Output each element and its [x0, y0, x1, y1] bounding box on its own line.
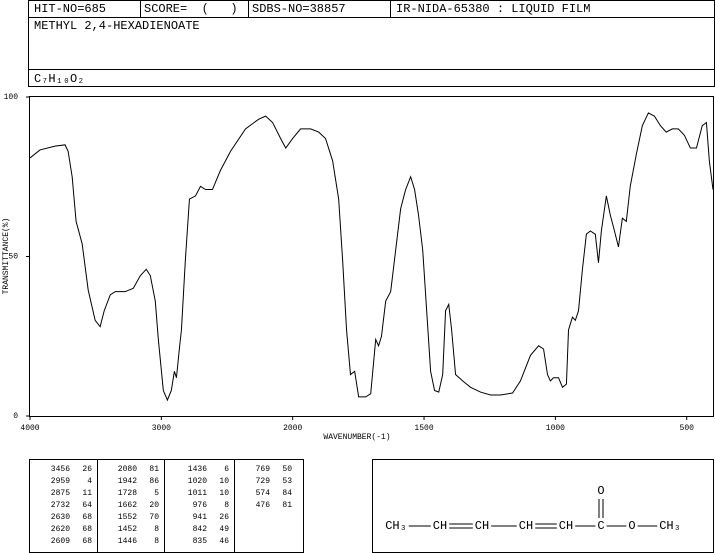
- atom: CH: [475, 519, 489, 533]
- peak-wavenumber: 574: [256, 489, 271, 498]
- peak-transmittance: 8: [154, 525, 159, 534]
- peak-transmittance: 53: [282, 477, 292, 486]
- peak-transmittance: 11: [82, 489, 92, 498]
- peak-wavenumber: 2732: [51, 501, 70, 510]
- plot-frame: [29, 96, 714, 417]
- sdbs-no: SDBS-NO=38857: [252, 2, 346, 16]
- x-tick-label: 1000: [546, 424, 565, 433]
- atom: CH₃: [659, 519, 681, 533]
- atom: CH: [433, 519, 447, 533]
- method: IR-NIDA-65380 : LIQUID FILM: [396, 2, 590, 16]
- peak-transmittance: 68: [82, 525, 92, 534]
- header-box: [28, 0, 715, 18]
- peak-transmittance: 81: [149, 465, 159, 474]
- peak-wavenumber: 729: [256, 477, 271, 486]
- structure: CH₃ CH CH CH CH C O CH₃ O: [385, 484, 681, 533]
- peak-wavenumber: 3456: [51, 465, 70, 474]
- spectrum-line: [29, 112, 714, 402]
- formula-box: [28, 69, 715, 87]
- peak-transmittance: 84: [282, 489, 292, 498]
- hit-no: HIT-NO=685: [34, 2, 106, 16]
- peak-wavenumber: 842: [193, 525, 208, 534]
- peak-transmittance: 81: [282, 501, 292, 510]
- peak-transmittance: 10: [219, 489, 229, 498]
- peak-wavenumber: 2630: [51, 513, 70, 522]
- x-axis-label: WAVENUMBER(-1): [323, 433, 390, 442]
- compound-name: METHYL 2,4-HEXADIENOATE: [34, 19, 200, 33]
- peak-wavenumber: 1436: [188, 465, 207, 474]
- peak-wavenumber: 2620: [51, 525, 70, 534]
- x-tick-label: 500: [680, 424, 695, 433]
- y-axis-label: TRANSMITTANCE(%): [2, 218, 11, 295]
- y-tick-label: 0: [13, 412, 18, 421]
- peak-transmittance: 46: [219, 537, 229, 546]
- atom: CH: [559, 519, 573, 533]
- formula: C₇H₁₀O₂: [34, 72, 84, 86]
- peak-transmittance: 64: [82, 501, 92, 510]
- y-tick-label: 50: [8, 253, 18, 262]
- peak-transmittance: 70: [149, 513, 159, 522]
- x-tick-label: 2000: [283, 424, 302, 433]
- peak-transmittance: 68: [82, 537, 92, 546]
- peak-wavenumber: 2080: [118, 465, 137, 474]
- peak-wavenumber: 976: [193, 501, 208, 510]
- atom: C: [597, 519, 604, 533]
- plot: 4000 3000 2000 1500 1000 500 0 50 100: [4, 93, 714, 433]
- x-tick-label: 1500: [414, 424, 433, 433]
- peak-transmittance: 5: [154, 489, 159, 498]
- atom: O: [628, 519, 635, 533]
- peak-wavenumber: 769: [256, 465, 271, 474]
- atom: CH: [519, 519, 533, 533]
- peak-wavenumber: 1728: [118, 489, 137, 498]
- peak-transmittance: 20: [149, 501, 159, 510]
- peak-wavenumber: 1662: [118, 501, 137, 510]
- peak-wavenumber: 2609: [51, 537, 70, 546]
- peak-wavenumber: 1020: [188, 477, 207, 486]
- peak-wavenumber: 2875: [51, 489, 70, 498]
- peak-transmittance: 4: [87, 477, 92, 486]
- peak-transmittance: 8: [154, 537, 159, 546]
- peak-wavenumber: 476: [256, 501, 271, 510]
- peak-wavenumber: 1452: [118, 525, 137, 534]
- peak-wavenumber: 1942: [118, 477, 137, 486]
- peak-transmittance: 49: [219, 525, 229, 534]
- atom: CH₃: [385, 519, 407, 533]
- peak-transmittance: 10: [219, 477, 229, 486]
- peak-transmittance: 26: [82, 465, 92, 474]
- peak-wavenumber: 1552: [118, 513, 137, 522]
- x-tick-label: 3000: [152, 424, 171, 433]
- carbonyl-oxygen: O: [597, 484, 604, 498]
- y-tick-label: 100: [4, 93, 19, 102]
- structure-box: [372, 459, 714, 553]
- peak-transmittance: 6: [224, 465, 229, 474]
- peak-wavenumber: 1446: [118, 537, 137, 546]
- peak-wavenumber: 2959: [51, 477, 70, 486]
- x-tick-label: 4000: [20, 424, 39, 433]
- peak-wavenumber: 835: [193, 537, 208, 546]
- peak-transmittance: 68: [82, 513, 92, 522]
- peak-wavenumber: 1011: [188, 489, 207, 498]
- peak-wavenumber: 941: [193, 513, 208, 522]
- score: SCORE= ( ): [144, 2, 238, 16]
- peak-transmittance: 8: [224, 501, 229, 510]
- peak-transmittance: 86: [149, 477, 159, 486]
- peak-transmittance: 26: [219, 513, 229, 522]
- peak-transmittance: 50: [282, 465, 292, 474]
